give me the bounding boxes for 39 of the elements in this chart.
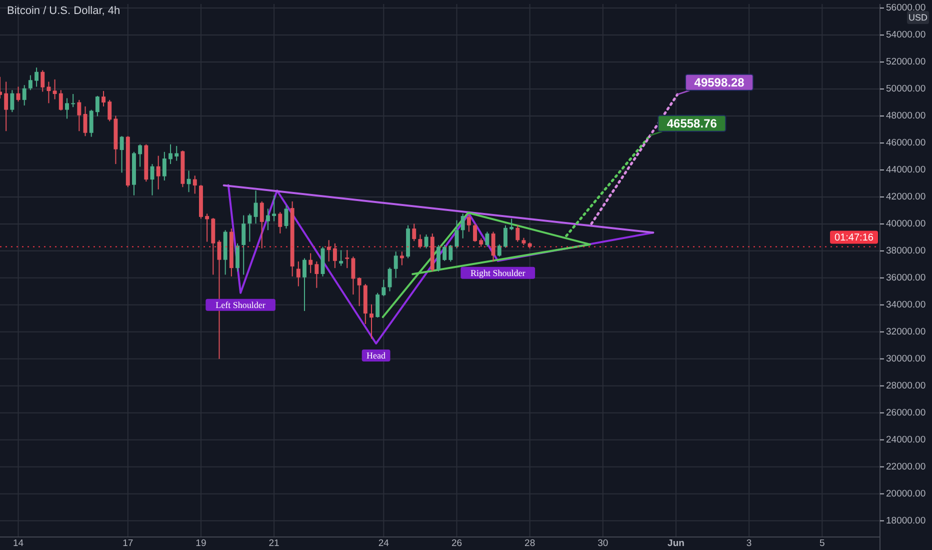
- x-tick-label: 17: [122, 538, 134, 549]
- x-tick-label: 14: [12, 538, 24, 549]
- x-tick-label: 28: [524, 538, 536, 549]
- x-tick-label: 3: [746, 538, 752, 549]
- annotation: 49598.28: [694, 75, 745, 90]
- x-tick-label: 30: [598, 538, 608, 549]
- y-tick-label: 22000.00: [886, 461, 926, 472]
- y-tick-label: 50000.00: [886, 84, 926, 95]
- y-tick-label: 26000.00: [886, 407, 926, 418]
- y-tick-label: 34000.00: [886, 299, 926, 310]
- y-tick-label: 38000.00: [886, 245, 926, 256]
- y-tick-label: 42000.00: [886, 191, 926, 202]
- annotation: Right Shoulder: [470, 268, 526, 278]
- y-tick-label: 24000.00: [886, 434, 926, 446]
- annotation: Left Shoulder: [216, 300, 266, 310]
- x-tick-label: 19: [196, 538, 206, 549]
- y-tick-label: 32000.00: [886, 326, 926, 338]
- y-tick-label: 48000.00: [886, 110, 926, 122]
- annotation: Head: [366, 350, 386, 360]
- x-tick-label: 21: [268, 538, 280, 549]
- y-tick-label: 56000.00: [886, 2, 926, 14]
- y-tick-label: 54000.00: [886, 30, 926, 41]
- y-tick-label: 36000.00: [886, 272, 926, 284]
- y-tick-label: 44000.00: [886, 164, 926, 176]
- x-tick-label: 5: [819, 538, 825, 549]
- y-tick-label: 28000.00: [886, 380, 926, 392]
- annotation: 01:47:16: [834, 232, 874, 244]
- y-tick-label: 18000.00: [886, 515, 926, 526]
- y-tick-label: 52000.00: [886, 56, 926, 68]
- y-tick-label: 40000.00: [886, 218, 926, 230]
- x-tick-label: 24: [378, 538, 389, 549]
- x-tick-label: 26: [451, 538, 462, 549]
- annotation: 46558.76: [666, 116, 718, 130]
- y-tick-label: 30000.00: [886, 353, 926, 364]
- chart-title: Bitcoin / U.S. Dollar, 4h: [7, 5, 120, 17]
- y-axis-title: USD: [908, 12, 928, 22]
- y-tick-label: 20000.00: [886, 488, 926, 500]
- x-tick-label: Jun: [668, 538, 685, 549]
- y-tick-label: 46000.00: [886, 137, 926, 148]
